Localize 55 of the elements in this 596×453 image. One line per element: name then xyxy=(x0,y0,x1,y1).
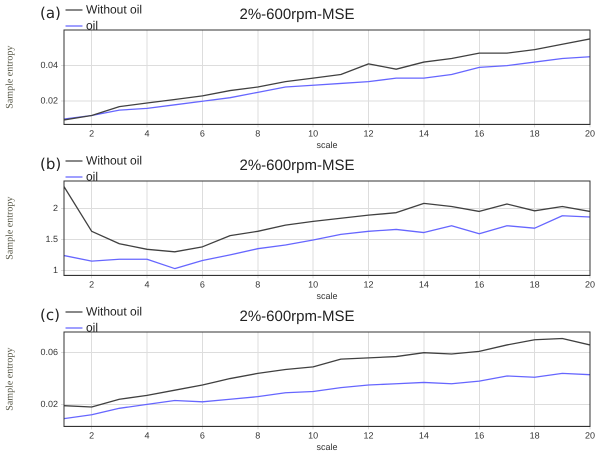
legend-label: Without oil xyxy=(86,2,142,16)
x-tick-label: 8 xyxy=(255,430,260,440)
x-tick-label: 16 xyxy=(474,430,484,440)
x-tick-label: 16 xyxy=(474,128,484,138)
x-tick-label: 10 xyxy=(308,279,318,290)
x-tick-label: 4 xyxy=(144,279,150,290)
legend-label: oil xyxy=(86,169,98,184)
x-axis-title: scale xyxy=(316,442,338,452)
x-axis-title: scale xyxy=(316,291,338,302)
x-tick-label: 10 xyxy=(308,128,318,138)
legend-label: Without oil xyxy=(86,304,142,318)
y-tick-label: 0.06 xyxy=(40,347,58,358)
x-tick-label: 12 xyxy=(364,128,374,138)
x-tick-label: 8 xyxy=(255,279,260,290)
x-tick-label: 10 xyxy=(308,430,318,440)
legend-label: oil xyxy=(86,320,98,334)
x-tick-label: 20 xyxy=(584,430,595,440)
y-tick-label: 0.04 xyxy=(40,60,58,70)
chart-title: 2%-600rpm-MSE xyxy=(239,308,355,326)
text: (a) xyxy=(40,4,61,22)
y-tick-label: 1 xyxy=(52,264,58,275)
x-tick-label: 2 xyxy=(89,279,94,290)
y-tick-label: 0.02 xyxy=(40,398,58,409)
y-tick-label: 1.5 xyxy=(45,234,58,244)
x-tick-label: 16 xyxy=(474,279,484,290)
x-tick-label: 6 xyxy=(200,430,205,440)
x-tick-label: 8 xyxy=(255,128,260,138)
text: (c) xyxy=(40,306,60,324)
x-tick-label: 2 xyxy=(89,128,94,138)
y-axis-title: Sample entropy xyxy=(4,348,16,411)
x-tick-label: 18 xyxy=(530,279,540,290)
chart-title: 2%-600rpm-MSE xyxy=(239,6,355,24)
x-tick-label: 4 xyxy=(144,430,150,440)
text: (b) xyxy=(40,155,62,173)
x-tick-label: 14 xyxy=(418,128,429,138)
legend-label: Without oil xyxy=(86,153,142,168)
legend-label: oil xyxy=(86,18,98,32)
x-tick-label: 12 xyxy=(364,279,374,290)
chart-title: 2%-600rpm-MSE xyxy=(239,157,355,174)
x-tick-label: 18 xyxy=(530,430,540,440)
x-tick-label: 20 xyxy=(584,279,595,290)
y-axis-title: Sample entropy xyxy=(4,46,16,109)
x-axis-title: scale xyxy=(316,140,338,150)
x-tick-label: 4 xyxy=(144,128,150,138)
x-tick-label: 6 xyxy=(200,279,205,290)
y-axis-title: Sample entropy xyxy=(4,196,16,260)
x-tick-label: 2 xyxy=(89,430,94,440)
x-tick-label: 12 xyxy=(364,430,374,440)
y-tick-label: 2 xyxy=(52,202,58,213)
x-tick-label: 6 xyxy=(200,128,205,138)
x-tick-label: 14 xyxy=(418,430,429,440)
y-tick-label: 0.02 xyxy=(40,96,58,106)
x-tick-label: 14 xyxy=(418,279,429,290)
x-tick-label: 18 xyxy=(530,128,540,138)
x-tick-label: 20 xyxy=(584,128,595,138)
